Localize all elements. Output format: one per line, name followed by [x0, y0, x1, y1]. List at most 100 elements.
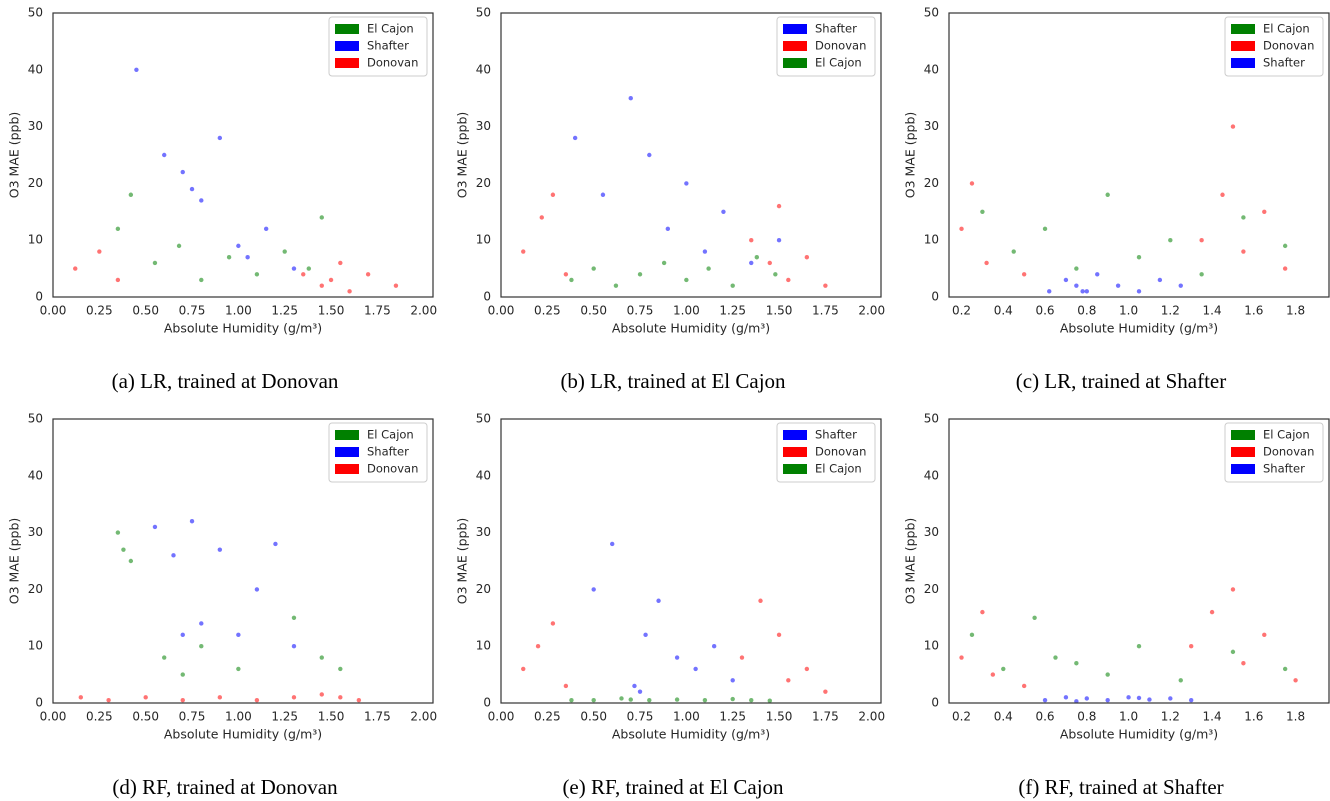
point	[969, 181, 975, 186]
point	[980, 609, 985, 615]
point	[319, 283, 324, 288]
x-tick-label: 1.50	[318, 710, 345, 724]
point	[749, 260, 754, 266]
point	[115, 530, 121, 535]
x-axis-label: Absolute Humidity (g/m³)	[164, 727, 322, 742]
x-axis-label: Absolute Humidity (g/m³)	[612, 727, 770, 742]
point	[319, 215, 324, 220]
point	[1053, 655, 1058, 660]
point	[804, 255, 810, 260]
legend: El Cajon Donovan Shafter	[1224, 16, 1324, 77]
x-tick-label: 1.00	[225, 304, 252, 318]
plot-frame	[500, 418, 882, 704]
x-tick-label: 1.25	[719, 304, 746, 318]
x-tick-label: 1.50	[766, 304, 793, 318]
point	[189, 519, 195, 524]
y-tick-label: 30	[28, 119, 43, 133]
legend-swatch	[1231, 430, 1255, 440]
point	[711, 644, 717, 649]
x-tick-label: 1.25	[271, 710, 298, 724]
point	[189, 186, 195, 192]
point	[1241, 249, 1246, 254]
x-axis-label: Absolute Humidity (g/m³)	[612, 321, 770, 336]
caption: (f) RF, trained at Shafter	[1018, 775, 1223, 799]
point	[739, 655, 745, 660]
y-tick-label: 0	[35, 290, 43, 304]
y-tick-label: 30	[476, 119, 491, 133]
legend: El Cajon Donovan Shafter	[1224, 422, 1324, 483]
x-tick-label: 1.00	[673, 304, 700, 318]
x-tick-label: 0.25	[86, 304, 113, 318]
points	[521, 96, 828, 288]
point	[73, 266, 78, 271]
point	[823, 283, 828, 288]
legend-swatch	[1231, 58, 1255, 68]
y-axis-label: O3 MAE (ppb)	[903, 112, 918, 199]
point	[776, 203, 782, 209]
y-tick-label: 30	[924, 119, 939, 133]
plot-frame	[52, 418, 434, 704]
point	[236, 243, 241, 249]
y-tick-label: 20	[924, 582, 939, 596]
point	[767, 698, 772, 703]
point	[1220, 192, 1225, 197]
point	[301, 272, 306, 277]
point	[199, 644, 204, 649]
point	[550, 192, 556, 197]
point	[254, 272, 260, 277]
point	[106, 697, 111, 703]
legend-label: Shafter	[1263, 462, 1305, 476]
point	[1157, 277, 1163, 283]
point	[1188, 644, 1194, 649]
y-axis-label: O3 MAE (ppb)	[455, 112, 470, 199]
y-tick-label: 20	[476, 582, 491, 596]
point	[115, 226, 121, 232]
point	[97, 249, 102, 254]
point	[749, 238, 754, 243]
point	[591, 697, 596, 703]
point	[176, 243, 182, 249]
point	[1042, 226, 1048, 232]
legend-swatch	[783, 464, 807, 474]
point	[273, 541, 278, 547]
point	[591, 266, 596, 271]
point	[959, 226, 964, 232]
point	[152, 524, 158, 530]
point	[180, 169, 185, 175]
point	[823, 689, 828, 694]
point	[628, 697, 633, 702]
legend-swatch	[783, 58, 807, 68]
x-tick-label: 0.4	[994, 304, 1013, 318]
plot-frame	[948, 418, 1330, 704]
point	[347, 289, 352, 294]
point	[1209, 609, 1215, 615]
y-tick-label: 10	[476, 639, 491, 653]
x-tick-label: 1.75	[812, 304, 839, 318]
panel: 0.00 0.25 0.50 0.75 1.00 1.25 1.50 1.75 2.00 0 10 2…	[7, 6, 438, 393]
points	[959, 124, 1288, 294]
x-tick-label: 0.8	[1077, 710, 1096, 724]
x-axis-label: Absolute Humidity (g/m³)	[1060, 727, 1218, 742]
point	[338, 695, 343, 700]
point	[730, 696, 735, 702]
point	[128, 192, 134, 197]
point	[990, 672, 996, 677]
legend-label: Shafter	[367, 445, 409, 459]
point	[684, 277, 689, 283]
point	[180, 697, 185, 703]
x-tick-label: 0.75	[179, 710, 206, 724]
point	[563, 683, 569, 689]
point	[282, 249, 287, 254]
point	[1282, 266, 1288, 271]
point	[706, 266, 711, 271]
x-tick-label: 0.50	[580, 304, 607, 318]
legend-label: El Cajon	[815, 462, 862, 476]
legend-label: Shafter	[367, 39, 409, 53]
points	[521, 541, 828, 703]
y-axis-label: O3 MAE (ppb)	[455, 518, 470, 605]
point	[767, 260, 772, 266]
legend-swatch	[1231, 41, 1255, 51]
x-axis-label: Absolute Humidity (g/m³)	[164, 321, 322, 336]
point	[674, 655, 680, 660]
